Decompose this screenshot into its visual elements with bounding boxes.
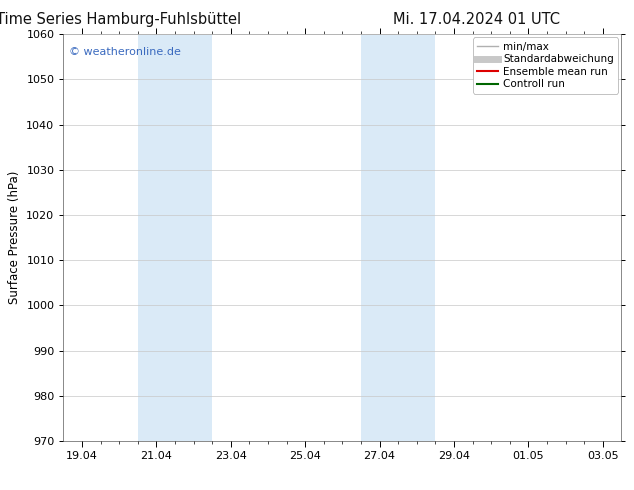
Text: Mi. 17.04.2024 01 UTC: Mi. 17.04.2024 01 UTC [393,12,560,27]
Bar [361,34,436,441]
Bar [138,34,212,441]
Y-axis label: Surface Pressure (hPa): Surface Pressure (hPa) [8,171,21,304]
Text: ENS Time Series Hamburg-Fuhlsbüttel: ENS Time Series Hamburg-Fuhlsbüttel [0,12,241,27]
Text: © weatheronline.de: © weatheronline.de [69,47,181,56]
Legend: min/max, Standardabweichung, Ensemble mean run, Controll run: min/max, Standardabweichung, Ensemble me… [473,37,618,94]
